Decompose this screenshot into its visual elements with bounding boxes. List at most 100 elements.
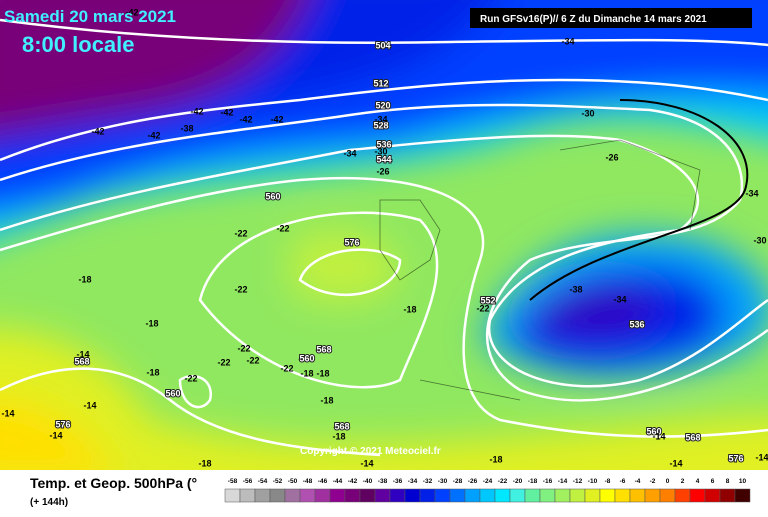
scale-label: 2 (681, 478, 685, 485)
scale-label: -14 (558, 478, 568, 485)
temperature-label: -14 (360, 458, 373, 468)
contours (0, 18, 768, 457)
scale-swatch (734, 488, 751, 503)
scale-label: -42 (348, 478, 358, 485)
temperature-label: -30 (374, 146, 387, 156)
scale-label: -52 (273, 478, 283, 485)
temperature-label: -22 (280, 363, 293, 373)
scale-swatch (329, 488, 346, 503)
time: 8:00 locale (22, 32, 135, 57)
coastlines (379, 139, 701, 401)
scale-label: -54 (258, 478, 268, 485)
scale-swatch (554, 488, 571, 503)
temperature-label: -42 (91, 126, 104, 136)
temperature-label: -22 (476, 303, 489, 313)
scale-swatch (509, 488, 526, 503)
scale-label: 8 (726, 478, 730, 485)
temperature-label: -14 (76, 349, 89, 359)
temperature-label: -34 (613, 294, 626, 304)
geopotential-label: 560 (165, 388, 180, 398)
temperature-label: -34 (374, 114, 387, 124)
footer-title: Temp. et Geop. 500hPa (° (30, 475, 197, 491)
scale-label: -32 (423, 478, 433, 485)
geopotential-label: 576 (344, 237, 359, 247)
scale-swatch (659, 488, 676, 503)
geopotential-label: 560 (265, 191, 280, 201)
scale-swatch (494, 488, 511, 503)
geopotential-label: 552 (480, 295, 495, 305)
temperature-label: -22 (184, 373, 197, 383)
scale-swatch (344, 488, 361, 503)
temperature-label: -34 (561, 36, 574, 46)
run-info: Run GFSv16(P)// 6 Z du Dimanche 14 mars … (480, 14, 707, 25)
scale-label: 0 (666, 478, 670, 485)
scale-swatch (524, 488, 541, 503)
scale-label: -44 (333, 478, 343, 485)
scale-swatch (254, 488, 271, 503)
geopotential-label: 520 (375, 100, 390, 110)
scale-swatch (644, 488, 661, 503)
scale-label: -46 (318, 478, 328, 485)
temperature-label: -18 (198, 458, 211, 468)
scale-label: -18 (528, 478, 538, 485)
geopotential-label: 568 (316, 344, 331, 354)
scale-label: -24 (483, 478, 493, 485)
temperature-label: -14 (1, 408, 14, 418)
temperature-label: -14 (49, 430, 62, 440)
scale-swatch (314, 488, 331, 503)
temperature-label: -42 (239, 114, 252, 124)
scale-swatch (629, 488, 646, 503)
temperature-label: -26 (376, 166, 389, 176)
scale-swatch (224, 488, 241, 503)
scale-swatch (704, 488, 721, 503)
scale-swatch (599, 488, 616, 503)
temperature-label: -18 (403, 304, 416, 314)
geopotential-label: 576 (728, 453, 743, 463)
scale-label: 10 (739, 478, 747, 485)
scale-label: -6 (620, 478, 626, 485)
scale-label: -48 (303, 478, 313, 485)
scale-swatch (359, 488, 376, 503)
scale-swatch (614, 488, 631, 503)
geopotential-label: 576 (55, 419, 70, 429)
temperature-label: -22 (276, 223, 289, 233)
scale-label: -22 (498, 478, 508, 485)
scale-label: -12 (573, 478, 583, 485)
scale-label: -26 (468, 478, 478, 485)
temperature-label: -18 (489, 454, 502, 464)
scale-label: -16 (543, 478, 553, 485)
geopotential-label: 568 (334, 421, 349, 431)
scale-swatch (449, 488, 466, 503)
scale-label: -30 (438, 478, 448, 485)
temperature-label: -18 (300, 368, 313, 378)
date: Samedi 20 mars 2021 (4, 7, 176, 26)
scale-swatch (284, 488, 301, 503)
temperature-label: -14 (669, 458, 682, 468)
temperature-label: -18 (78, 274, 91, 284)
color-scale: -58 -56 -54 -52 -50 -48 -46 -44 -42 -40 -38 -36 -34-… (224, 478, 751, 503)
scale-swatch (464, 488, 481, 503)
geopotential-label: 568 (685, 432, 700, 442)
scale-label: -56 (243, 478, 253, 485)
temperature-label: -22 (246, 355, 259, 365)
scale-swatch (269, 488, 286, 503)
scale-label: -20 (513, 478, 523, 485)
scale-label: -40 (363, 478, 373, 485)
temperature-label: -22 (234, 284, 247, 294)
temperature-label: -22 (234, 228, 247, 238)
scale-label: -50 (288, 478, 298, 485)
scale-label: -28 (453, 478, 463, 485)
scale-label: -8 (605, 478, 611, 485)
geopotential-label: 536 (376, 139, 391, 149)
scale-swatch (239, 488, 256, 503)
temperature-label: -14 (755, 452, 768, 462)
scale-swatch (434, 488, 451, 503)
temperature-label: -38 (569, 284, 582, 294)
geopotential-label: 504 (375, 40, 390, 50)
scale-label: 6 (711, 478, 715, 485)
scale-swatch (419, 488, 436, 503)
temperature-label: -22 (217, 357, 230, 367)
scale-swatch (479, 488, 496, 503)
scale-label: -34 (408, 478, 418, 485)
